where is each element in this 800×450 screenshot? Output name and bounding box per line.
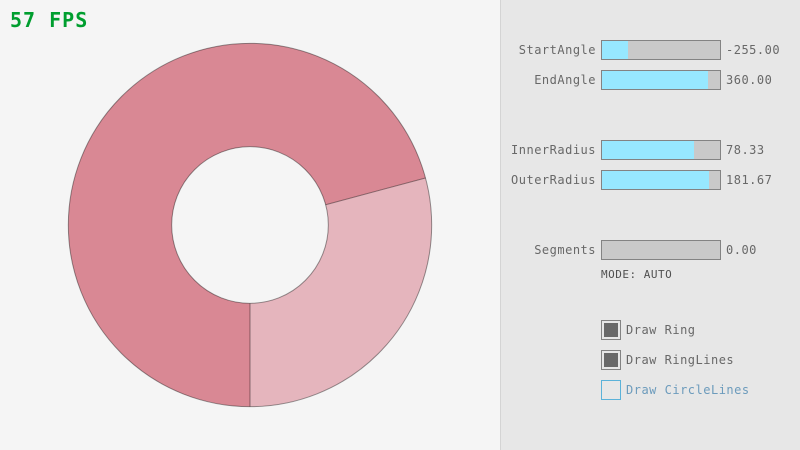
slider-value-innerradius: 78.33 xyxy=(726,143,765,157)
ring-radial-line xyxy=(325,177,426,206)
slider-fill-endangle xyxy=(602,71,709,89)
slider-label-endangle: EndAngle xyxy=(534,73,596,87)
slider-value-outerradius: 181.67 xyxy=(726,173,773,187)
slider-row-endangle: EndAngle 360.00 xyxy=(501,70,800,90)
checkbox-label-draw-circlelines: Draw CircleLines xyxy=(626,383,750,397)
checkbox-row-draw-circlelines[interactable]: Draw CircleLines xyxy=(601,380,800,400)
checkbox-draw-circlelines[interactable] xyxy=(601,380,621,400)
slider-row-outerradius: OuterRadius 181.67 xyxy=(501,170,800,190)
slider-value-endangle: 360.00 xyxy=(726,73,773,87)
slider-bar-startangle[interactable] xyxy=(601,40,721,60)
slider-bar-outerradius[interactable] xyxy=(601,170,721,190)
ring-sector-double-pass xyxy=(68,43,426,407)
slider-label-segments: Segments xyxy=(534,243,596,257)
checkbox-draw-ring[interactable] xyxy=(601,320,621,340)
slider-value-startangle: -255.00 xyxy=(726,43,781,57)
ring-outline-outer xyxy=(67,42,433,408)
slider-label-innerradius: InnerRadius xyxy=(511,143,596,157)
mode-label: MODE: AUTO xyxy=(601,268,673,281)
ring-outline-inner xyxy=(171,146,329,304)
slider-row-startangle: StartAngle -255.00 xyxy=(501,40,800,60)
slider-row-segments: Segments 0.00 xyxy=(501,240,800,260)
checkbox-row-draw-ringlines[interactable]: Draw RingLines xyxy=(601,350,800,370)
slider-fill-innerradius xyxy=(602,141,695,159)
checkmark-icon xyxy=(604,353,618,367)
slider-value-segments: 0.00 xyxy=(726,243,757,257)
slider-row-innerradius: InnerRadius 78.33 xyxy=(501,140,800,160)
slider-bar-segments[interactable] xyxy=(601,240,721,260)
checkbox-draw-ringlines[interactable] xyxy=(601,350,621,370)
fps-counter: 57 FPS xyxy=(10,8,89,32)
checkmark-icon xyxy=(604,323,618,337)
checkbox-row-draw-ring[interactable]: Draw Ring xyxy=(601,320,800,340)
slider-fill-startangle xyxy=(602,41,628,59)
ring-chart xyxy=(67,42,433,408)
slider-label-outerradius: OuterRadius xyxy=(511,173,596,187)
slider-fill-outerradius xyxy=(602,171,710,189)
slider-bar-innerradius[interactable] xyxy=(601,140,721,160)
ring-sector-single-pass xyxy=(250,177,432,407)
checkbox-label-draw-ring: Draw Ring xyxy=(626,323,696,337)
controls-panel: StartAngle -255.00 EndAngle 360.00 Inner… xyxy=(500,0,800,450)
slider-label-startangle: StartAngle xyxy=(518,43,596,57)
checkbox-label-draw-ringlines: Draw RingLines xyxy=(626,353,735,367)
slider-bar-endangle[interactable] xyxy=(601,70,721,90)
